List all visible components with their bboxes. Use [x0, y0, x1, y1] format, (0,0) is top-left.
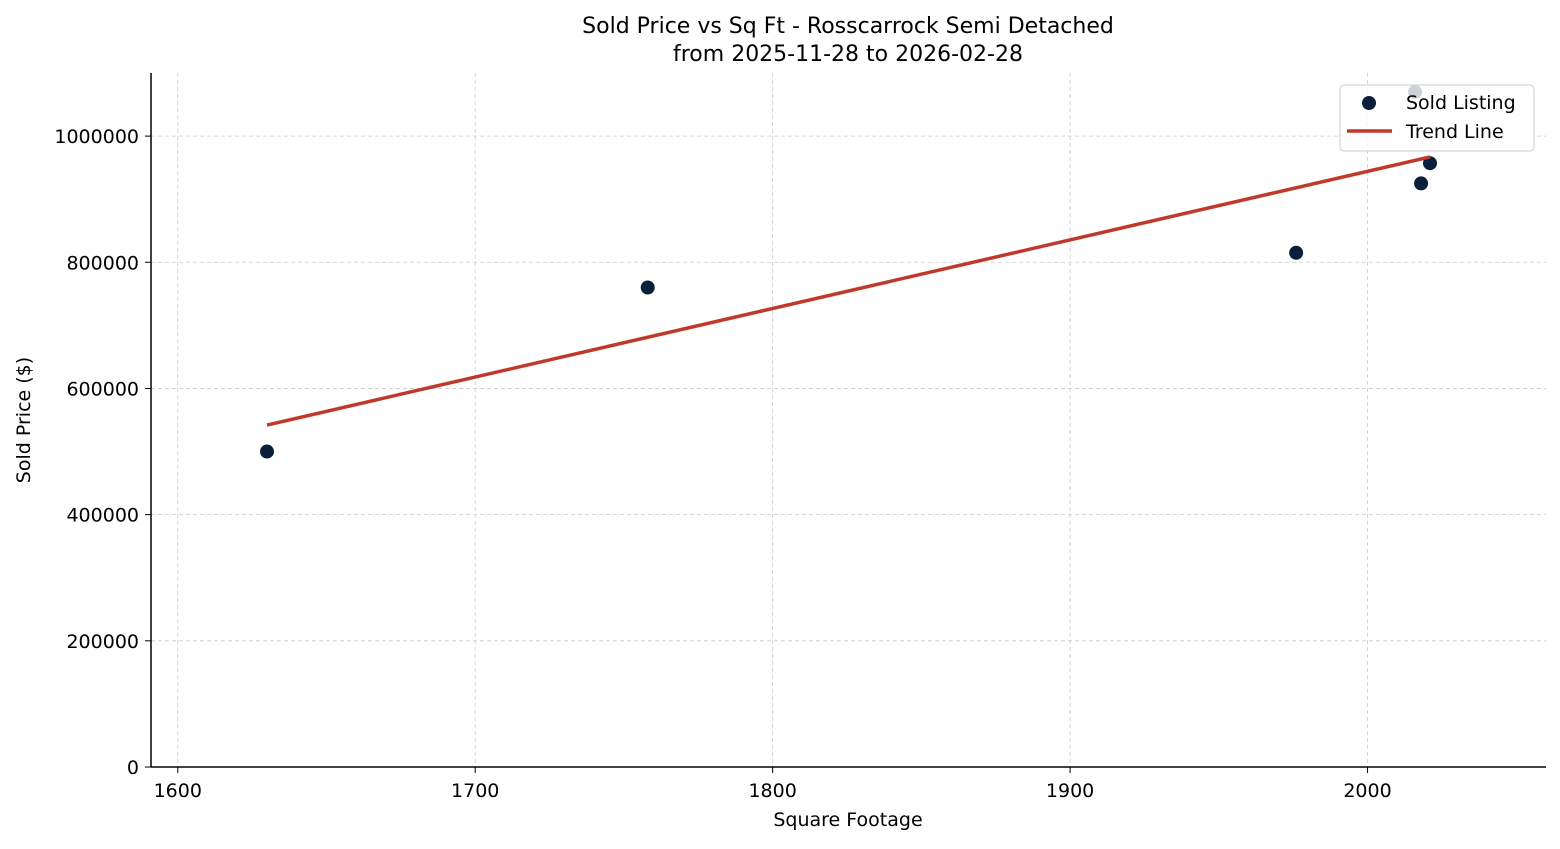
ticks: 1600 1700 1800 1900 2000 0 200000 400000 600000 8… — [54, 126, 1391, 802]
trend-line — [266, 155, 1431, 427]
x-tick-label: 1700 — [451, 780, 499, 802]
sold-listing-point — [1422, 156, 1437, 171]
y-tick-label: 1000000 — [54, 126, 139, 148]
chart-subtitle: from 2025-11-28 to 2026-02-28 — [673, 42, 1023, 67]
sold-listing-point — [260, 444, 275, 459]
legend: Sold Listing Trend Line — [1339, 84, 1535, 152]
sold-listing-point — [640, 280, 655, 295]
y-tick-label: 800000 — [66, 252, 139, 274]
x-tick-label: 2000 — [1343, 780, 1391, 802]
chart-title: Sold Price vs Sq Ft - Rosscarrock Semi D… — [582, 14, 1114, 39]
legend-label-sold-listing: Sold Listing — [1406, 92, 1516, 114]
sold-listing-point — [1414, 176, 1429, 191]
y-tick-label: 200000 — [66, 631, 139, 653]
sold-listing-point — [1289, 245, 1304, 260]
y-tick-label: 0 — [127, 757, 139, 779]
x-tick-label: 1800 — [748, 780, 796, 802]
grid — [151, 73, 1546, 767]
x-axis-label: Square Footage — [773, 809, 922, 831]
x-tick-label: 1900 — [1046, 780, 1094, 802]
y-tick-label: 400000 — [66, 505, 139, 527]
x-tick-label: 1600 — [154, 780, 202, 802]
y-axis-label: Sold Price ($) — [13, 357, 35, 483]
y-tick-label: 600000 — [66, 378, 139, 400]
legend-marker-sold-listing — [1362, 96, 1376, 110]
legend-label-trend-line: Trend Line — [1405, 121, 1504, 143]
marks — [260, 84, 1437, 459]
